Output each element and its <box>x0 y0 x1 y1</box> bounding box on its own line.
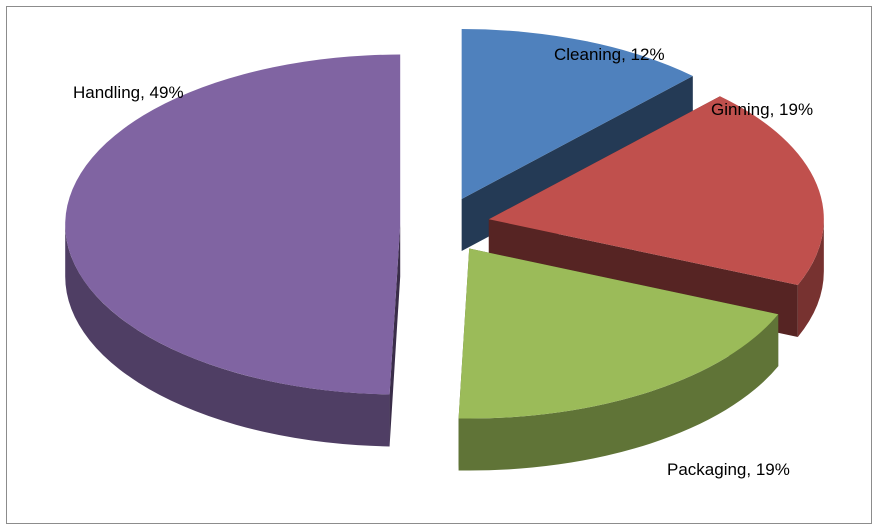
slice-packaging-top <box>458 248 779 419</box>
slice-packaging-rim <box>458 314 779 471</box>
label-ginning: Ginning, 19% <box>711 100 813 119</box>
pie-labels: Cleaning, 12% Ginning, 19% Packaging, 19… <box>73 45 813 479</box>
slice-handling-top <box>65 54 401 395</box>
slice-cleaning-top <box>461 29 693 200</box>
label-cleaning: Cleaning, 12% <box>554 45 665 64</box>
slice-packaging <box>458 248 779 471</box>
slice-handling <box>65 54 401 447</box>
slice-handling-wall-start <box>389 224 401 447</box>
slice-ginning-rim <box>797 219 824 337</box>
slice-handling-rim <box>65 224 390 447</box>
pie-slices <box>65 29 824 471</box>
slice-ginning-top <box>488 96 824 285</box>
label-handling: Handling, 49% <box>73 83 184 102</box>
label-packaging: Packaging, 19% <box>667 460 790 479</box>
